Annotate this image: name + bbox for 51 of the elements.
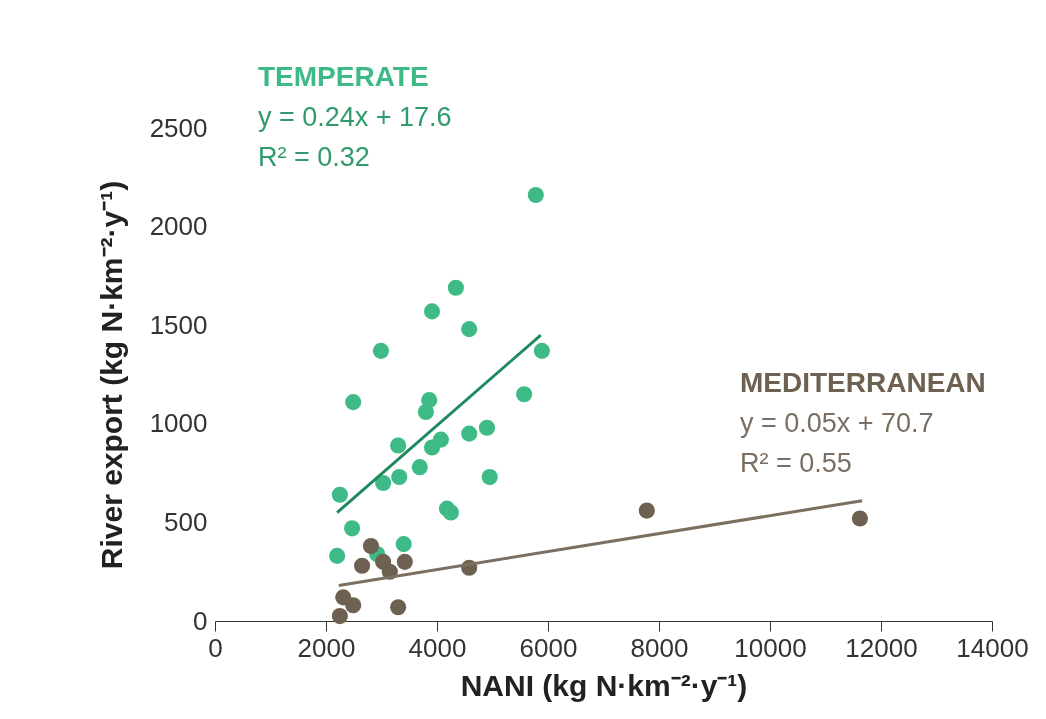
text: TEMPERATE (258, 61, 429, 92)
text: MEDITERRANEAN (740, 367, 986, 398)
x-axis-title: NANI (kg N·km⁻²·y⁻¹) (460, 668, 748, 702)
x-tick-label: 6000 (519, 632, 578, 663)
point (329, 547, 346, 564)
point (447, 279, 464, 296)
x-tick-label: 12000 (845, 632, 918, 663)
point (331, 608, 348, 625)
point (391, 469, 408, 486)
point (390, 599, 407, 616)
point (478, 419, 496, 436)
point (461, 425, 478, 442)
point (362, 538, 380, 555)
x-tick-label: 14000 (956, 632, 1029, 663)
point (344, 520, 361, 537)
point (461, 321, 478, 338)
point (533, 342, 550, 359)
x-tick-label: 10000 (734, 632, 807, 663)
point (638, 502, 655, 519)
point (345, 394, 362, 411)
point (417, 403, 434, 421)
y-tick-label: 1000 (149, 408, 208, 439)
point (331, 486, 348, 503)
point (354, 557, 371, 574)
point (423, 439, 441, 456)
point (395, 536, 412, 553)
y-tick-label: 0 (193, 605, 208, 636)
point (345, 597, 362, 614)
y-tick-label: 500 (164, 506, 208, 537)
point (390, 437, 407, 454)
annotation: R² = 0.55 (740, 448, 852, 478)
point (851, 510, 868, 527)
x-tick-label: 2000 (297, 632, 356, 663)
annotation: y = 0.24x + 17.6 (258, 102, 452, 132)
y-axis-title: River export (kg N·km⁻²·y⁻¹) (94, 180, 128, 570)
y-tick-label: 2000 (149, 211, 208, 242)
point (375, 474, 392, 492)
point (516, 386, 533, 403)
point (411, 459, 428, 476)
point (481, 469, 498, 486)
point (423, 303, 441, 320)
annotation: y = 0.05x + 70.7 (740, 408, 934, 438)
y-tick-label: 2500 (149, 112, 208, 143)
y-tick-label: 1500 (149, 309, 208, 340)
x-tick-label: 4000 (408, 632, 467, 663)
x-tick-label: 8000 (630, 632, 689, 663)
point (396, 553, 413, 570)
point (372, 342, 390, 359)
point (442, 504, 459, 521)
point (527, 187, 544, 204)
annotation: R² = 0.32 (258, 142, 370, 172)
